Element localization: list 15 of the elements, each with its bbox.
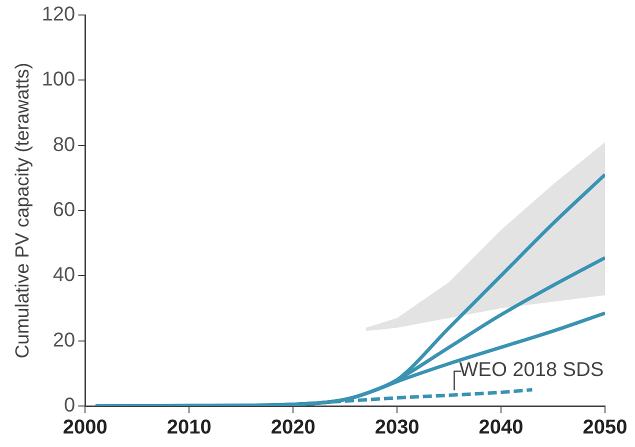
y-tick-label: 20: [52, 329, 76, 352]
y-tick-label: 40: [52, 264, 76, 286]
x-tick-label: 2020: [270, 416, 316, 439]
x-tick-label: 2010: [166, 416, 212, 439]
x-tick-label: 2050: [582, 416, 628, 439]
y-axis-title: Cumulative PV capacity (terawatts): [12, 62, 34, 358]
y-tick-label: 80: [52, 134, 76, 156]
y-tick-label: 0: [64, 394, 76, 417]
y-tick-label: 120: [42, 4, 76, 26]
x-tick-label: 2000: [62, 416, 108, 439]
y-tick-label: 60: [52, 199, 76, 222]
x-tick-label: 2030: [374, 416, 420, 439]
y-tick-label: 100: [42, 68, 76, 91]
annotation: WEO 2018 SDS: [459, 358, 604, 381]
x-tick-label: 2040: [478, 416, 524, 439]
